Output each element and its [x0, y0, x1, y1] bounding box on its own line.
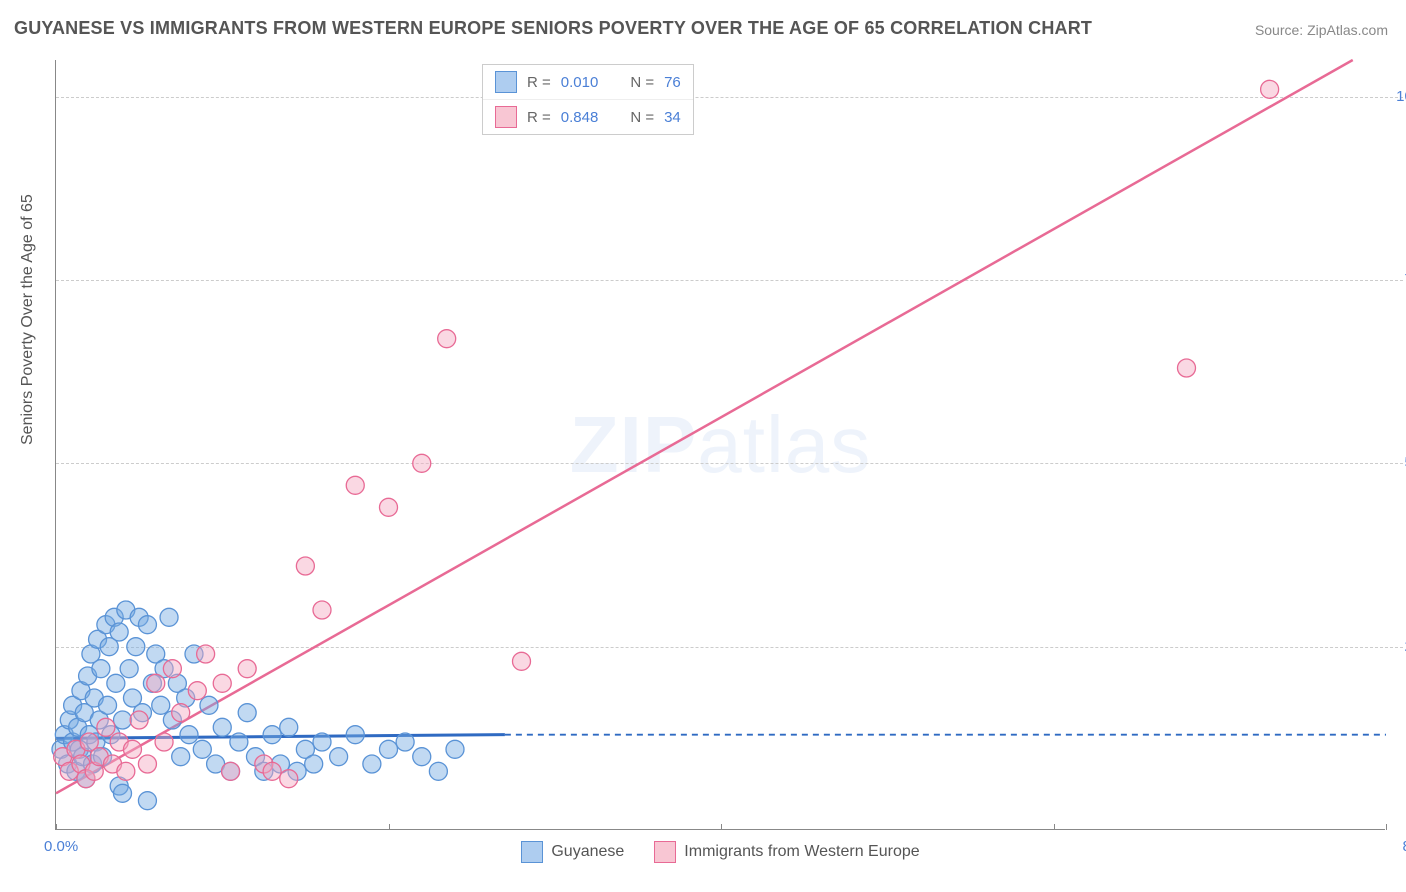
blue-point: [160, 608, 178, 626]
pink-point: [123, 740, 141, 758]
pink-point: [280, 770, 298, 788]
blue-point: [263, 726, 281, 744]
legend-stats-row: R = 0.848 N = 34: [483, 100, 693, 134]
pink-point: [346, 476, 364, 494]
blue-point: [138, 792, 156, 810]
y-tick-label: 100.0%: [1396, 88, 1406, 105]
chart-container: GUYANESE VS IMMIGRANTS FROM WESTERN EURO…: [0, 0, 1406, 892]
pink-point: [1261, 80, 1279, 98]
pink-point: [222, 762, 240, 780]
legend-item-guyanese: Guyanese: [521, 841, 624, 863]
pink-point: [313, 601, 331, 619]
y-axis-label: Seniors Poverty Over the Age of 65: [19, 194, 37, 445]
blue-point: [110, 623, 128, 641]
blue-point: [193, 740, 211, 758]
plot-area: ZIPatlas 25.0%50.0%75.0%100.0% 0.0% 80.0…: [55, 60, 1385, 830]
blue-point: [380, 740, 398, 758]
legend-swatch-blue: [521, 841, 543, 863]
blue-point: [213, 718, 231, 736]
blue-point: [172, 748, 190, 766]
blue-point: [446, 740, 464, 758]
legend-item-western-europe: Immigrants from Western Europe: [654, 841, 919, 863]
pink-point: [263, 762, 281, 780]
blue-point: [107, 674, 125, 692]
legend-swatch-blue: [495, 71, 517, 93]
pink-point: [97, 718, 115, 736]
blue-point: [313, 733, 331, 751]
legend-swatch-pink: [654, 841, 676, 863]
pink-point: [380, 498, 398, 516]
blue-point: [396, 733, 414, 751]
blue-point: [429, 762, 447, 780]
blue-point: [92, 660, 110, 678]
legend-series: Guyanese Immigrants from Western Europe: [56, 841, 1385, 863]
blue-point: [280, 718, 298, 736]
legend-stats-row: R = 0.010 N = 76: [483, 65, 693, 100]
pink-point: [213, 674, 231, 692]
blue-point: [99, 696, 117, 714]
pink-point: [130, 711, 148, 729]
pink-point: [147, 674, 165, 692]
legend-stats: R = 0.010 N = 76 R = 0.848 N = 34: [482, 64, 694, 135]
x-tick: [1386, 824, 1387, 830]
source-link[interactable]: Source: ZipAtlas.com: [1255, 22, 1388, 38]
blue-point: [138, 616, 156, 634]
blue-point: [152, 696, 170, 714]
pink-point: [172, 704, 190, 722]
pink-point: [188, 682, 206, 700]
pink-point: [155, 733, 173, 751]
blue-point: [238, 704, 256, 722]
scatter-svg: [56, 60, 1385, 829]
blue-point: [200, 696, 218, 714]
blue-point: [127, 638, 145, 656]
blue-point: [114, 711, 132, 729]
pink-point: [1178, 359, 1196, 377]
pink-point: [438, 330, 456, 348]
x-max-label: 80.0%: [1402, 838, 1406, 855]
pink-point: [163, 660, 181, 678]
pink-point: [413, 454, 431, 472]
blue-point: [114, 784, 132, 802]
pink-point: [197, 645, 215, 663]
pink-point: [238, 660, 256, 678]
pink-point: [117, 762, 135, 780]
trend-line: [56, 60, 1353, 793]
pink-point: [296, 557, 314, 575]
blue-point: [413, 748, 431, 766]
blue-point: [230, 733, 248, 751]
pink-point: [513, 652, 531, 670]
blue-point: [180, 726, 198, 744]
blue-point: [346, 726, 364, 744]
legend-swatch-pink: [495, 106, 517, 128]
blue-point: [330, 748, 348, 766]
chart-title: GUYANESE VS IMMIGRANTS FROM WESTERN EURO…: [14, 18, 1092, 39]
blue-point: [120, 660, 138, 678]
blue-point: [305, 755, 323, 773]
blue-point: [363, 755, 381, 773]
pink-point: [138, 755, 156, 773]
